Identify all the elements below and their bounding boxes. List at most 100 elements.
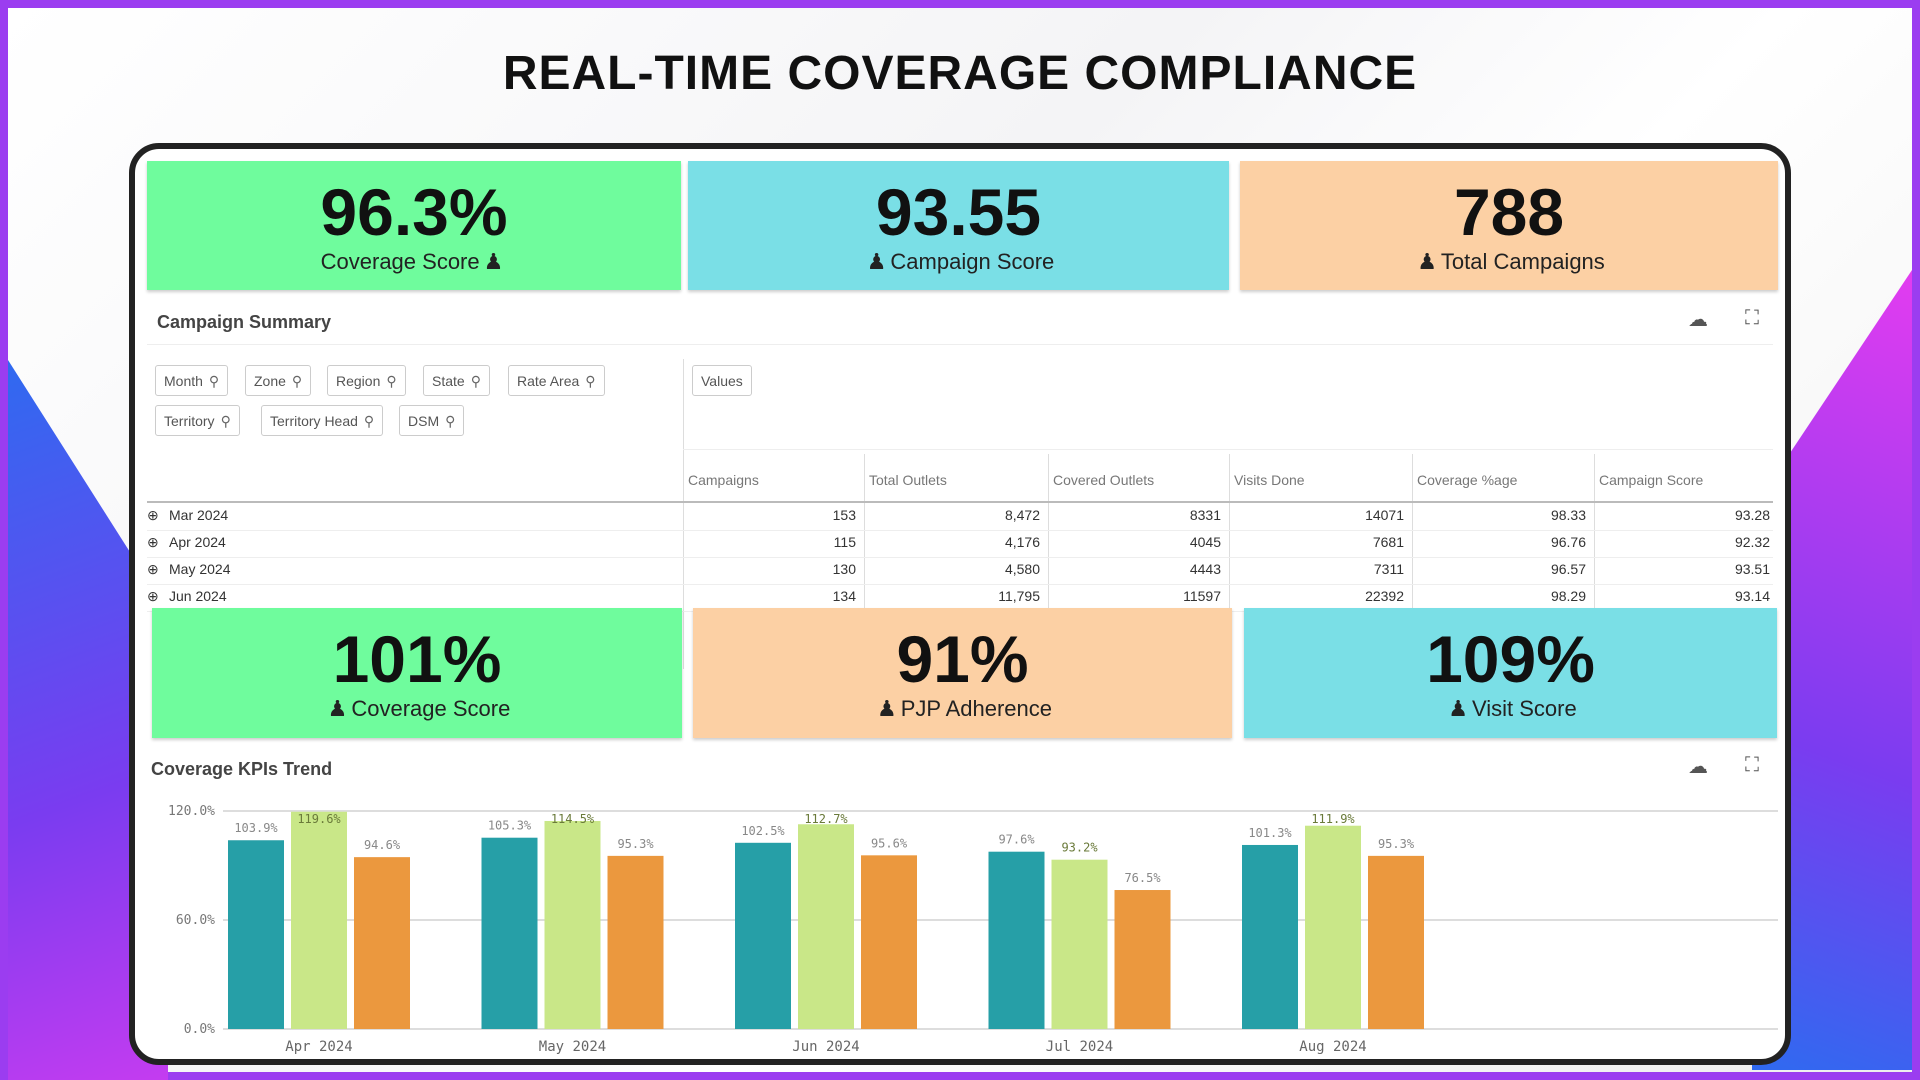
kpi-label: PJP Adherence — [900, 696, 1052, 721]
kpi-card-campaign-score: 93.55 ♟ Campaign Score — [688, 161, 1229, 290]
person-icon: ♟ — [1448, 696, 1468, 721]
search-icon: ⚲ — [585, 373, 596, 389]
bar — [798, 824, 854, 1029]
data-label: 95.3% — [617, 837, 654, 851]
bar — [1114, 890, 1171, 1029]
filter-rate-area[interactable]: Rate Area ⚲ — [508, 365, 605, 396]
kpi-label: Campaign Score — [890, 249, 1055, 274]
kpi-label-row: ♟ Total Campaigns — [1240, 249, 1778, 275]
x-tick-label: May 2024 — [539, 1039, 606, 1055]
table-cell: 4,176 — [1004, 534, 1040, 550]
kpi-label-row: ♟ Visit Score — [1244, 696, 1777, 722]
table-cell: 134 — [832, 588, 856, 604]
campaign-summary-title: Campaign Summary — [157, 312, 332, 332]
bar — [988, 851, 1045, 1029]
kpi-label-row: ♟ Campaign Score — [688, 249, 1229, 275]
row-label: Jun 2024 — [169, 588, 227, 604]
bar — [735, 842, 791, 1029]
table-cell: 93.51 — [1734, 561, 1770, 577]
table-cell: 4443 — [1189, 561, 1221, 577]
data-label: 101.3% — [1248, 826, 1292, 840]
expand-icon[interactable]: ⊕ — [147, 507, 159, 523]
row-label: Apr 2024 — [169, 534, 226, 550]
data-label: 119.6% — [297, 812, 341, 826]
bar — [1051, 859, 1108, 1029]
y-tick-label: 0.0% — [184, 1022, 215, 1037]
table-cell: 11597 — [1183, 588, 1221, 604]
kpi-value: 101% — [332, 622, 502, 696]
filter-label: Territory Head — [270, 413, 358, 429]
data-label: 95.6% — [871, 836, 908, 850]
kpi-value: 109% — [1426, 622, 1595, 696]
table-cell: 153 — [832, 507, 856, 523]
coverage-kpis-bar-chart: 0.0% 60.0% 120.0% 103.9% 119.6% 94.6% Apr 2024… — [168, 804, 1778, 1055]
data-label: 102.5% — [741, 824, 785, 838]
column-header[interactable]: Campaigns — [688, 472, 759, 488]
filter-label: Region — [336, 373, 381, 389]
chart-title: Coverage KPIs Trend — [151, 759, 333, 779]
bar — [354, 857, 410, 1029]
search-icon: ⚲ — [363, 413, 375, 429]
search-icon: ⚲ — [220, 413, 231, 429]
kpi-label: Coverage Score — [351, 696, 511, 721]
download-cloud-icon[interactable]: ☁ — [1688, 756, 1708, 778]
person-icon: ♟ — [1417, 249, 1437, 274]
expand-icon[interactable]: ⊕ — [147, 588, 159, 604]
download-cloud-icon[interactable]: ☁ — [1688, 309, 1708, 331]
search-icon: ⚲ — [208, 373, 220, 389]
kpi-label: Total Campaigns — [1440, 249, 1605, 274]
expand-icon[interactable]: ⊕ — [147, 534, 159, 550]
data-label: 111.9% — [1311, 812, 1355, 826]
kpi-value: 96.3% — [320, 175, 508, 249]
column-header[interactable]: Visits Done — [1234, 472, 1305, 488]
fullscreen-icon[interactable]: ⛶ — [1745, 307, 1759, 329]
table-cell: 93.28 — [1734, 507, 1770, 523]
table-cell: 98.33 — [1550, 507, 1586, 523]
table-cell: 8,472 — [1004, 507, 1040, 523]
fullscreen-icon[interactable]: ⛶ — [1745, 754, 1759, 776]
bar — [861, 855, 917, 1029]
filter-region[interactable]: Region ⚲ — [327, 365, 406, 396]
data-label: 93.2% — [1061, 841, 1098, 855]
dashboard-frame: 96.3% Coverage Score ♟ 93.55 ♟ Campaign Score… — [129, 143, 1791, 1065]
x-tick-label: Jun 2024 — [792, 1039, 859, 1055]
filter-territory[interactable]: Territory ⚲ — [155, 405, 240, 436]
filter-zone[interactable]: Zone ⚲ — [245, 365, 312, 396]
table-cell: 7311 — [1373, 561, 1404, 577]
kpi-value: 788 — [1453, 175, 1565, 249]
table-cell: 96.57 — [1550, 561, 1586, 577]
filter-dsm[interactable]: DSM ⚲ — [399, 405, 465, 436]
bar — [291, 811, 347, 1029]
x-tick-label: Jul 2024 — [1046, 1039, 1113, 1055]
search-icon: ⚲ — [386, 373, 397, 389]
filter-month[interactable]: Month ⚲ — [155, 365, 229, 396]
filter-state[interactable]: State ⚲ — [423, 365, 490, 396]
table-cell: 130 — [832, 561, 856, 577]
data-label: 94.6% — [364, 838, 401, 852]
table-cell: 98.29 — [1550, 588, 1586, 604]
column-header[interactable]: Coverage %age — [1417, 472, 1518, 488]
table-cell: 14071 — [1365, 507, 1404, 523]
kpi-label: Coverage Score — [320, 249, 480, 274]
data-label: 114.5% — [551, 812, 595, 826]
bar — [607, 855, 664, 1029]
column-header[interactable]: Covered Outlets — [1053, 472, 1155, 488]
table-cell: 22392 — [1365, 588, 1404, 604]
column-header[interactable]: Campaign Score — [1599, 472, 1704, 488]
filter-label: Territory — [164, 413, 215, 429]
y-tick-label: 120.0% — [168, 804, 215, 819]
filter-territory-head[interactable]: Territory Head ⚲ — [261, 405, 384, 436]
column-header[interactable]: Total Outlets — [869, 472, 947, 488]
filter-label: Month — [164, 373, 203, 389]
page-title: REAL-TIME COVERAGE COMPLIANCE — [502, 47, 1418, 100]
x-tick-label: Apr 2024 — [285, 1039, 352, 1055]
data-label: 105.3% — [488, 819, 532, 833]
table-cell: 8331 — [1189, 507, 1221, 523]
table-cell: 115 — [833, 534, 856, 550]
values-button[interactable]: Values — [692, 365, 752, 396]
row-label: May 2024 — [169, 561, 231, 577]
filter-label: Rate Area — [517, 373, 580, 389]
person-icon: ♟ — [327, 696, 348, 721]
table-cell: 11,795 — [998, 588, 1040, 604]
expand-icon[interactable]: ⊕ — [147, 561, 159, 577]
